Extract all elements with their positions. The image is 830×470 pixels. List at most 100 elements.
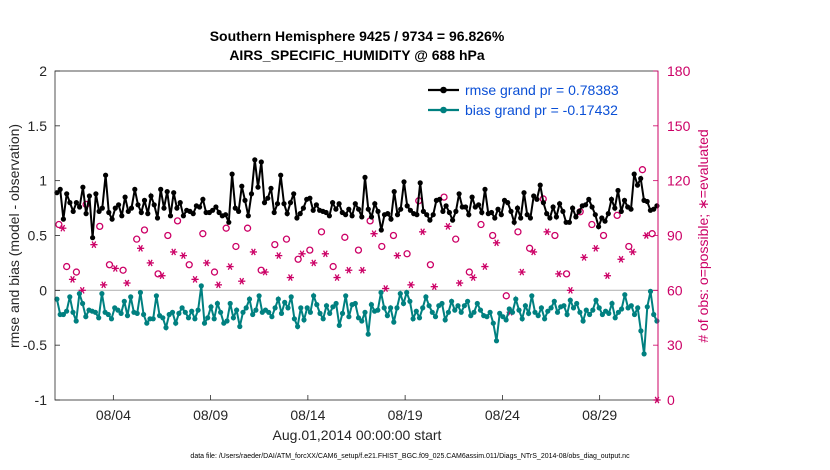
bias-point (282, 299, 288, 305)
rmse-point (401, 179, 407, 185)
legend: rmse grand pr = 0.78383 bias grand pr = … (428, 82, 619, 118)
bias-point (500, 314, 506, 320)
obs-evaluated-point (90, 241, 98, 249)
bias-point (269, 314, 275, 320)
obs-evaluated-point (179, 252, 187, 260)
rmse-point (365, 206, 371, 212)
obs-possible-point (232, 242, 240, 251)
obs-evaluated-point (430, 283, 438, 291)
bias-point (163, 325, 169, 331)
bias-point (413, 308, 419, 314)
bias-point (141, 311, 147, 318)
rmse-point (375, 208, 381, 214)
bias-point (407, 298, 413, 304)
obs-evaluated-point (238, 277, 246, 285)
rmse-point (612, 205, 618, 211)
obs-possible-point (271, 240, 279, 249)
bias-point (278, 310, 285, 316)
bias-point (410, 316, 416, 322)
bias-point (295, 323, 301, 330)
rmse-point (631, 171, 637, 177)
rmse-point (177, 200, 183, 206)
rmse-point (592, 212, 598, 218)
rmse-point (508, 208, 514, 214)
bias-point (211, 316, 217, 322)
rmse-point (537, 182, 543, 188)
rmse-point (297, 211, 303, 217)
bias-point (64, 308, 70, 314)
bias-point (452, 307, 458, 313)
bias-point (593, 297, 599, 303)
bias-point (375, 307, 381, 313)
x-tick-label: 08/04 (96, 407, 131, 423)
obs-evaluated-point (469, 274, 477, 281)
rmse-point (446, 209, 452, 216)
rmse-point (605, 211, 611, 217)
rmse-point (278, 172, 284, 178)
bias-point (311, 293, 317, 299)
y-right-tick-label: 120 (667, 173, 691, 189)
bias-point (490, 320, 496, 326)
rmse-point (602, 218, 608, 224)
chart-title-line2: AIRS_SPECIFIC_HUMIDITY @ 688 hPa (229, 47, 485, 63)
rmse-point (534, 196, 540, 202)
obs-possible-point (140, 226, 149, 234)
obs-possible-point (72, 268, 81, 276)
rmse-point (161, 205, 167, 211)
obs-possible-point (426, 261, 435, 269)
bias-point (516, 307, 522, 313)
bias-point (195, 307, 201, 313)
obs-possible-point (638, 166, 647, 174)
obs-possible-point (599, 231, 608, 240)
rmse-point (540, 200, 547, 206)
bias-point (477, 307, 484, 313)
bias-point (429, 309, 435, 315)
rmse-point (407, 207, 413, 213)
obs-possible-point (551, 231, 559, 240)
rmse-point (479, 209, 485, 216)
rmse-point (654, 203, 660, 209)
rmse-point (213, 204, 219, 210)
bias-point (554, 309, 561, 315)
rmse-point (245, 213, 251, 219)
rmse-point (469, 194, 475, 200)
rmse-point (336, 201, 342, 207)
obs-possible-point (403, 250, 411, 258)
rmse-point (346, 206, 352, 212)
obs-evaluated-point (370, 230, 378, 238)
obs-possible-point (222, 224, 230, 232)
bias-point (567, 297, 573, 303)
bias-point (628, 303, 634, 309)
rmse-point (271, 209, 277, 216)
obs-evaluated-point (310, 259, 318, 267)
rmse-point (570, 205, 576, 211)
y-axis-label-left: rmse and bias (model - observation) (6, 124, 22, 348)
obs-evaluated-point (629, 248, 637, 256)
obs-possible-point (243, 224, 252, 232)
obs-evaluated-point (617, 255, 625, 263)
footnote: data file: /Users/raeder/DAI/ATM_forcXX/… (190, 453, 630, 460)
rmse-point (576, 208, 582, 214)
rmse-point (343, 212, 349, 218)
bias-point (644, 304, 650, 310)
bias-point (394, 305, 400, 311)
rmse-point (566, 219, 573, 225)
bias-point (474, 300, 480, 307)
rmse-point (492, 215, 498, 221)
bias-point (529, 293, 535, 299)
y-left-tick-label: 2 (39, 63, 47, 79)
bias-point (574, 300, 580, 307)
obs-evaluated-point (100, 281, 108, 289)
bias-point (368, 302, 374, 308)
rmse-point (229, 171, 235, 177)
rmse-point (239, 183, 245, 189)
rmse-point (488, 209, 495, 216)
obs-possible-point (63, 262, 71, 271)
rmse-point (544, 211, 550, 217)
rmse-point (57, 186, 63, 192)
bias-point (580, 318, 586, 324)
rmse-point (378, 227, 384, 233)
bias-point (307, 309, 313, 315)
rmse-point (242, 197, 248, 203)
rmse-point (323, 209, 329, 216)
